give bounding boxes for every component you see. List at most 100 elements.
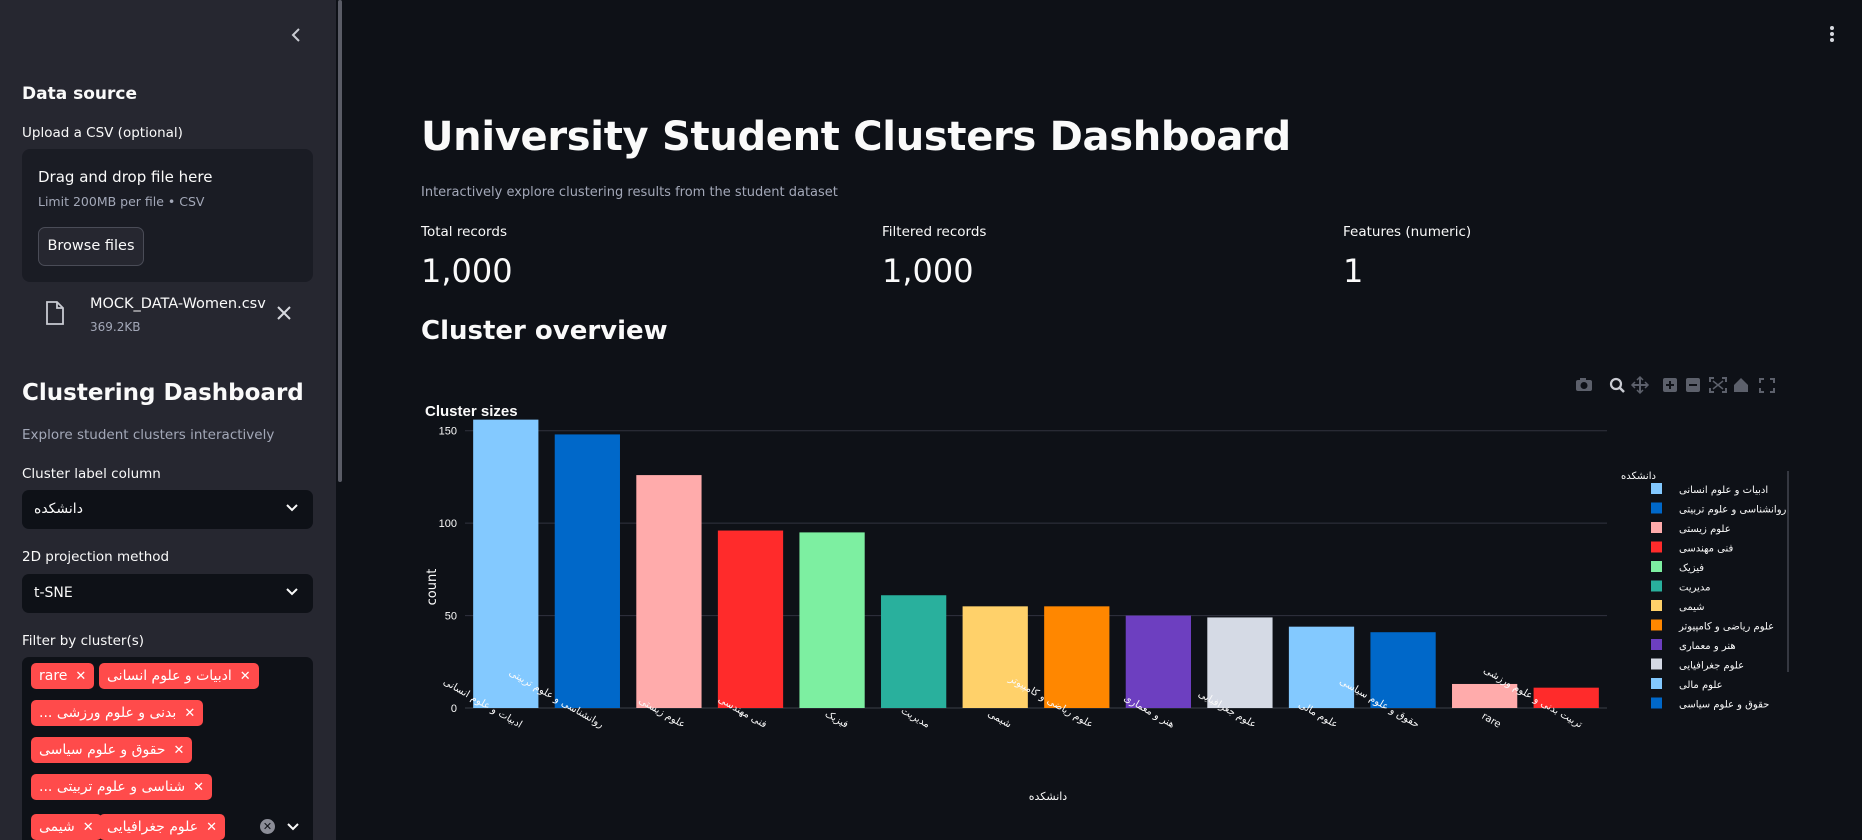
pan-icon[interactable] — [1630, 375, 1650, 395]
legend-swatch — [1651, 502, 1662, 514]
filter-tag[interactable]: حقوق و علوم سیاسی ✕ — [31, 737, 193, 763]
file-size: 369.2KB — [90, 320, 141, 334]
browse-files-button[interactable]: Browse files — [38, 227, 144, 266]
bar — [636, 475, 702, 708]
y-tick-label: 50 — [445, 611, 457, 623]
filter-label: Filter by cluster(s) — [22, 633, 145, 649]
bar — [1533, 687, 1599, 708]
autoscale-icon[interactable] — [1709, 377, 1727, 393]
file-name: MOCK_DATA-Women.csv — [90, 296, 266, 312]
projection-select[interactable]: t-SNE — [22, 574, 313, 613]
metric-value: 1,000 — [882, 252, 974, 290]
legend-label: روانشناسی و علوم تربیتی — [1679, 505, 1787, 516]
filter-tag-label: علوم جغرافیایی — [107, 819, 199, 835]
legend-label: علوم زیستی — [1679, 524, 1731, 535]
remove-tag-icon[interactable]: ✕ — [173, 743, 185, 758]
dropzone-limit: Limit 200MB per file • CSV — [38, 194, 205, 209]
chart-bars — [473, 419, 1599, 708]
legend-swatch — [1651, 600, 1662, 611]
collapse-sidebar-button[interactable] — [285, 24, 307, 46]
filter-tag-label: ... بدنی و علوم ورزشی — [39, 705, 177, 721]
remove-tag-icon[interactable]: ✕ — [206, 820, 218, 835]
zoom-out-icon[interactable] — [1686, 378, 1700, 392]
remove-tag-icon[interactable]: ✕ — [239, 669, 251, 684]
legend-label: علوم مالی — [1679, 680, 1723, 691]
chevron-down-icon[interactable] — [284, 817, 302, 835]
section-heading: Cluster overview — [421, 316, 668, 346]
x-axis-label: دانشکده — [1029, 790, 1068, 803]
remove-file-button[interactable] — [276, 302, 292, 326]
legend-swatch — [1651, 658, 1662, 670]
chart-legend: دانشکده ادبیات و علوم انسانی روانشناسی و … — [1621, 471, 1789, 711]
chart-modebar — [1576, 375, 1775, 395]
bar — [1452, 683, 1518, 708]
camera-icon[interactable] — [1576, 378, 1592, 391]
zoom-in-icon[interactable] — [1663, 378, 1677, 392]
uploaded-file: MOCK_DATA-Women.csv 369.2KB — [40, 292, 320, 338]
remove-tag-icon[interactable]: ✕ — [184, 706, 196, 721]
legend-swatch — [1651, 522, 1662, 533]
cluster-label-column-value: دانشکده — [34, 501, 83, 517]
metric-features: Features (numeric) 1 — [1343, 224, 1471, 290]
y-tick-label: 150 — [439, 426, 457, 438]
data-source-heading: Data source — [22, 84, 137, 104]
sidebar-scrollbar[interactable] — [338, 0, 342, 482]
page-title: University Student Clusters Dashboard — [421, 114, 1291, 160]
legend-swatch — [1651, 639, 1662, 650]
metric-label: Features (numeric) — [1343, 224, 1472, 240]
filter-tag[interactable]: rare ✕ — [31, 663, 95, 689]
legend-swatch — [1651, 541, 1662, 553]
filter-tag[interactable]: ... بدنی و علوم ورزشی ✕ — [31, 700, 204, 726]
dropzone-title: Drag and drop file here — [38, 168, 213, 186]
filter-tag[interactable]: ادبیات و علوم انسانی ✕ — [99, 663, 259, 689]
filter-tag-label: شیمی — [39, 819, 75, 835]
bar — [473, 419, 539, 708]
cluster-filter-multiselect[interactable]: rare ✕ ادبیات و علوم انسانی ✕ ... بدنی و ع… — [22, 657, 313, 840]
zoom-icon[interactable] — [1609, 377, 1625, 393]
clear-all-icon[interactable]: ✕ — [260, 819, 275, 834]
x-tick-label: فیزیک — [823, 709, 850, 731]
chevron-down-icon — [286, 588, 298, 596]
bar — [881, 595, 947, 708]
home-icon[interactable] — [1734, 378, 1748, 392]
remove-tag-icon[interactable]: ✕ — [82, 820, 94, 835]
legend-swatch — [1651, 619, 1662, 631]
legend-label: فیزیک — [1679, 563, 1704, 574]
remove-tag-icon[interactable]: ✕ — [75, 669, 87, 684]
metric-value: 1 — [1343, 252, 1364, 290]
bar — [1125, 615, 1191, 708]
filter-tag[interactable]: ... شناسی و علوم تربیتی ✕ — [31, 774, 212, 800]
close-icon — [277, 306, 291, 320]
bar — [1044, 606, 1110, 708]
projection-label: 2D projection method — [22, 549, 170, 565]
bar — [554, 434, 620, 708]
filter-tag[interactable]: شیمی ✕ — [31, 814, 102, 840]
legend-swatch — [1651, 561, 1662, 572]
dashboard-caption: Explore student clusters interactively — [22, 427, 275, 443]
page-subtitle: Interactively explore clustering results… — [421, 185, 838, 200]
legend-label: علوم جغرافیایی — [1679, 661, 1744, 672]
fullscreen-icon[interactable] — [1759, 378, 1775, 393]
file-dropzone[interactable]: Drag and drop file here Limit 200MB per … — [22, 149, 313, 282]
file-icon — [46, 301, 64, 325]
bar — [962, 606, 1028, 708]
remove-tag-icon[interactable]: ✕ — [193, 780, 204, 795]
x-tick-label: rare — [1480, 711, 1503, 731]
legend-swatch — [1651, 580, 1662, 592]
y-axis-label: count — [425, 569, 440, 606]
cluster-label-column-label: Cluster label column — [22, 466, 161, 482]
metric-total-records: Total records 1,000 — [421, 224, 513, 290]
bar — [1370, 632, 1436, 708]
filter-tag[interactable]: علوم جغرافیایی ✕ — [99, 814, 226, 840]
dashboard-heading: Clustering Dashboard — [22, 380, 304, 406]
legend-label: ادبیات و علوم انسانی — [1679, 485, 1768, 496]
cluster-label-column-select[interactable]: دانشکده — [22, 490, 313, 529]
filter-tag-label: حقوق و علوم سیاسی — [39, 742, 166, 758]
x-tick-label: شیمی — [986, 708, 1014, 730]
metric-label: Filtered records — [882, 224, 987, 240]
main-menu-icon[interactable] — [1829, 24, 1835, 44]
bar — [1207, 617, 1273, 708]
filter-tag-label: ... شناسی و علوم تربیتی — [39, 779, 186, 795]
legend-swatch — [1651, 697, 1662, 709]
legend-label: هنر و معماری — [1679, 641, 1736, 652]
